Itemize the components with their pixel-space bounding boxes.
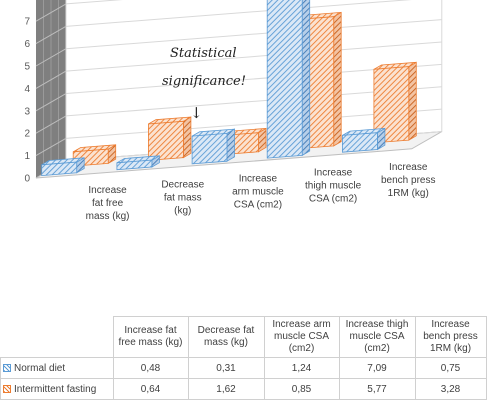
bar-intermittent-fasting: [72, 144, 117, 167]
table-cell: 0,48: [112, 357, 189, 379]
annotation-arrow: ↓: [190, 104, 203, 122]
y-tick-label: 6: [24, 39, 30, 50]
category-label: Increase bench press 1RM (kg): [381, 162, 435, 199]
data-table: Increase fat free mass (kg) Decrease fat…: [0, 316, 487, 400]
back-wall-gridline: [65, 41, 442, 72]
table-header-cell: Increase thigh muscle CSA (cm2): [338, 316, 416, 358]
table-cell: 5,77: [338, 378, 416, 400]
table-row: Intermittent fasting 0,64 1,62 0,85 5,77…: [0, 378, 487, 400]
category-label-line: Increase: [239, 173, 278, 184]
side-wall-gridline: [35, 115, 67, 134]
side-wall-gridline: [35, 25, 67, 45]
bar-side-face: [301, 0, 311, 157]
y-tick-label: 7: [24, 17, 30, 28]
bar-normal-diet: [41, 157, 85, 177]
table-cell: 7,09: [338, 357, 416, 379]
side-wall-gridline: [35, 48, 67, 67]
category-label-line: CSA (cm2): [309, 194, 357, 205]
category-label: Increase fat free mass (kg): [86, 185, 130, 222]
category-label-line: fat mass: [164, 192, 202, 203]
bars: [41, 0, 417, 177]
bar-front-face: [266, 0, 303, 159]
bar-front-face: [41, 161, 78, 177]
side-wall-gridline: [35, 93, 67, 112]
table-row: Normal diet 0,48 0,31 1,24 7,09 0,75: [0, 357, 487, 379]
bar-side-face: [333, 11, 342, 147]
side-wall-gridline: [35, 137, 67, 157]
category-label-line: CSA (cm2): [234, 199, 282, 210]
category-label-line: Decrease: [161, 179, 204, 190]
y-tick-label: 5: [24, 62, 30, 73]
data-table-header: Increase fat free mass (kg) Decrease fat…: [1, 316, 487, 358]
y-tick-label: 3: [24, 106, 30, 117]
category-label-line: thigh muscle: [305, 181, 362, 192]
legend-key-orange: [3, 384, 11, 393]
bar-normal-diet: [266, 0, 311, 159]
category-label-line: mass (kg): [86, 211, 130, 222]
table-cell: 0,75: [414, 357, 487, 379]
table-header-cell: Decrease fat mass (kg): [187, 316, 265, 358]
bar-front-face: [373, 66, 410, 144]
bar-side-face: [408, 61, 417, 141]
bar-intermittent-fasting: [373, 61, 417, 144]
table-header-cell: Increase arm muscle CSA (cm2): [263, 316, 340, 358]
side-wall-gridline: [35, 3, 67, 22]
annotation-text: Statistical: [170, 46, 237, 61]
bar-normal-diet: [341, 127, 386, 153]
series-name-normal-diet: Normal diet: [0, 357, 114, 379]
table-cell: 1,62: [187, 378, 265, 400]
y-tick-label: 2: [24, 129, 30, 140]
category-label-line: (kg): [174, 205, 191, 216]
table-cell: 3,28: [414, 378, 487, 400]
y-tick-label: 0: [24, 174, 30, 185]
y-axis-ticks: 0 1 2 3 4 5 6 7: [24, 17, 30, 185]
category-label-line: bench press: [381, 175, 435, 186]
bar-normal-diet: [116, 155, 160, 171]
legend-key-blue: [3, 363, 11, 372]
annotation-text: significance!: [162, 74, 246, 89]
category-label-line: Increase: [88, 185, 127, 196]
bar-front-face: [191, 132, 228, 165]
category-labels: Increase fat free mass (kg) Decrease fat mas…: [86, 162, 436, 222]
bar-side-face: [226, 128, 235, 162]
y-tick-label: 1: [24, 151, 30, 162]
category-label-line: arm muscle: [232, 186, 284, 197]
category-label: Decrease fat mass (kg): [161, 179, 204, 216]
table-cell: 0,85: [263, 378, 340, 400]
table-cell: 0,31: [187, 357, 265, 379]
bar-normal-diet: [191, 128, 235, 165]
table-header-cell: Increase fat free mass (kg): [112, 316, 189, 358]
category-label-line: Increase: [314, 168, 353, 179]
table-cell: 1,24: [263, 357, 340, 379]
table-cell: 0,64: [112, 378, 189, 400]
back-wall-gridline: [65, 0, 412, 27]
side-wall-gridline: [35, 70, 67, 89]
bar-intermittent-fasting: [147, 116, 192, 161]
category-label-line: Increase: [389, 162, 428, 173]
back-wall-gridline: [65, 19, 442, 50]
table-header-cell: Increase bench press 1RM (kg): [414, 316, 487, 358]
category-label: Increase arm muscle CSA (cm2): [232, 173, 284, 210]
category-label-line: fat free: [92, 198, 124, 209]
bar-front-face: [147, 120, 184, 161]
category-label-line: 1RM (kg): [388, 188, 429, 199]
chart-3d-bar: 0 1 2 3 4 5 6 7 Increase fat free mass (kg) Decrea…: [24, 0, 443, 222]
bar-front-face: [341, 132, 378, 153]
bar-side-face: [182, 116, 192, 159]
series-name-intermittent-fasting: Intermittent fasting: [0, 378, 114, 400]
category-label: Increase thigh muscle CSA (cm2): [305, 168, 362, 205]
bar-front-face: [116, 159, 153, 171]
y-tick-label: 4: [24, 84, 30, 95]
significance-annotation: Statistical significance! ↓: [162, 46, 246, 122]
